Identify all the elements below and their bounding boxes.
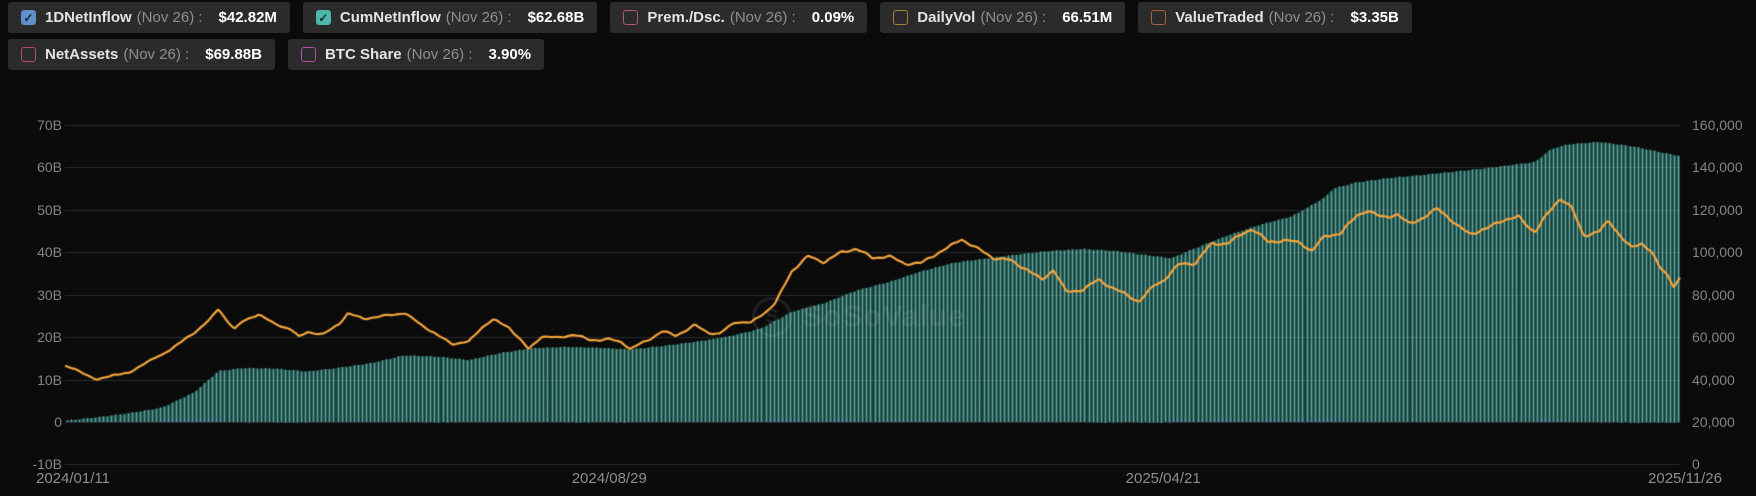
- legend-date: (Nov 26) :: [136, 9, 203, 26]
- right-axis-tick: 20,000: [1692, 414, 1735, 430]
- daily-vol-checkbox[interactable]: [893, 10, 909, 25]
- legend-row-1: ✓ 1DNetInflow (Nov 26) : $42.82M ✓ CumNetInfl…: [8, 2, 1412, 33]
- btc-share-checkbox[interactable]: [300, 47, 316, 62]
- right-axis-tick: 80,000: [1692, 286, 1735, 303]
- right-axis-tick: 60,000: [1692, 329, 1735, 346]
- legend-date: (Nov 26) :: [123, 46, 190, 63]
- right-axis-tick: 40,000: [1692, 371, 1735, 388]
- legend-pill-1d-net-inflow[interactable]: ✓ 1DNetInflow (Nov 26) : $42.82M: [8, 2, 290, 33]
- legend-pill-btc-share[interactable]: BTC Share (Nov 26) : 3.90%: [287, 39, 545, 70]
- left-axis-tick: 60B: [37, 159, 62, 176]
- check-icon: ✓: [23, 10, 34, 25]
- cum-net-inflow-checkbox[interactable]: ✓: [315, 10, 331, 25]
- legend-value: 3.90%: [488, 46, 532, 63]
- net-assets-checkbox[interactable]: [21, 47, 36, 62]
- x-axis-tick: 2025/04/21: [1125, 470, 1201, 487]
- legend-value: $3.35B: [1350, 9, 1399, 26]
- left-axis-tick: -10B: [32, 456, 62, 473]
- legend-date: (Nov 26) :: [729, 9, 796, 26]
- legend-label: CumNetInflow: [339, 9, 441, 26]
- legend-value: $62.68B: [527, 9, 585, 26]
- check-icon: ✓: [318, 10, 329, 25]
- legend-pill-prem-dsc[interactable]: Prem./Dsc. (Nov 26) : 0.09%: [610, 2, 868, 33]
- x-axis-tick: 2024/08/29: [571, 470, 647, 487]
- right-axis-tick: 0: [1692, 456, 1700, 473]
- legend-label: DailyVol: [917, 9, 976, 26]
- prem-dsc-checkbox[interactable]: [623, 10, 639, 25]
- value-traded-checkbox[interactable]: [1151, 10, 1167, 25]
- legend-date: (Nov 26) :: [406, 46, 473, 63]
- legend-label: ValueTraded: [1175, 9, 1264, 26]
- legend-pill-value-traded[interactable]: ValueTraded (Nov 26) : $3.35B: [1138, 2, 1412, 33]
- right-axis-tick: 140,000: [1692, 159, 1743, 176]
- legend-row-2: NetAssets (Nov 26) : $69.88B BTC Share (Nov …: [8, 39, 1412, 70]
- legend-label: BTC Share: [324, 46, 402, 63]
- right-axis-tick: 160,000: [1692, 117, 1743, 133]
- left-axis-tick: 0: [54, 414, 62, 430]
- legend-label: NetAssets: [45, 46, 119, 63]
- legend-pill-daily-vol[interactable]: DailyVol (Nov 26) : 66.51M: [880, 2, 1126, 33]
- x-axis-tick: 2024/01/11: [36, 470, 110, 487]
- legend-pill-cum-net-inflow[interactable]: ✓ CumNetInflow (Nov 26) : $62.68B: [302, 2, 598, 33]
- legend-bar: ✓ 1DNetInflow (Nov 26) : $42.82M ✓ CumNetInfl…: [8, 2, 1412, 76]
- legend-value: 0.09%: [811, 9, 855, 26]
- legend-pill-net-assets[interactable]: NetAssets (Nov 26) : $69.88B: [8, 39, 275, 70]
- x-axis-tick: 2025/11/26: [1648, 470, 1722, 487]
- left-axis-tick: 30B: [37, 286, 62, 303]
- left-axis-tick: 50B: [37, 201, 62, 218]
- legend-label: 1DNetInflow: [45, 9, 132, 26]
- legend-date: (Nov 26) :: [980, 9, 1047, 26]
- legend-value: $42.82M: [218, 9, 277, 26]
- legend-value: $69.88B: [205, 46, 262, 63]
- left-axis-tick: 10B: [37, 371, 62, 388]
- right-axis-tick: 120,000: [1692, 201, 1743, 218]
- left-axis-tick: 40B: [37, 244, 62, 261]
- right-axis-tick: 100,000: [1692, 244, 1743, 261]
- legend-value: 66.51M: [1062, 9, 1113, 26]
- 1d-net-inflow-checkbox[interactable]: ✓: [21, 10, 36, 25]
- left-axis-tick: 20B: [37, 329, 62, 346]
- legend-date: (Nov 26) :: [445, 9, 512, 26]
- left-axis-tick: 70B: [37, 117, 62, 133]
- legend-date: (Nov 26) :: [1268, 9, 1335, 26]
- legend-label: Prem./Dsc.: [647, 9, 725, 26]
